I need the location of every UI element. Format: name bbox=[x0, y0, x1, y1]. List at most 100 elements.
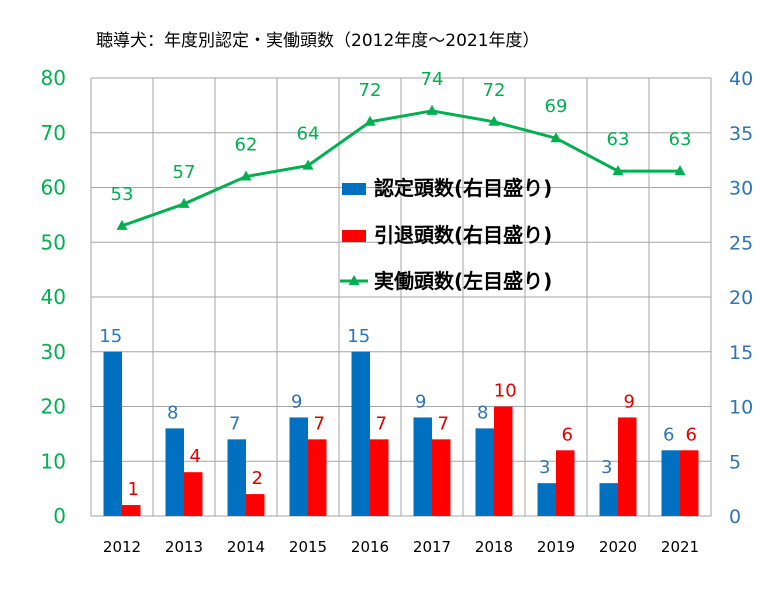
right-axis-tick: 5 bbox=[729, 451, 741, 473]
point-marker-active bbox=[674, 165, 686, 176]
data-label-certified: 3 bbox=[601, 457, 612, 478]
data-label-retired: 2 bbox=[252, 468, 263, 489]
point-marker-active bbox=[488, 115, 500, 126]
data-label-active: 53 bbox=[111, 184, 134, 205]
point-marker-active bbox=[550, 132, 562, 143]
right-axis-tick: 10 bbox=[729, 397, 753, 419]
legend-label-retired: 引退頭数(右目盛り) bbox=[374, 223, 552, 247]
bar-retired bbox=[122, 505, 141, 516]
legend-label-certified: 認定頭数(右目盛り) bbox=[374, 176, 552, 200]
data-label-active: 64 bbox=[297, 124, 320, 145]
bar-certified bbox=[537, 483, 556, 516]
right-axis-tick: 20 bbox=[729, 287, 753, 309]
data-label-retired: 7 bbox=[314, 413, 325, 434]
chart-title: 聴導犬：年度別認定・実働頭数（2012年度～2021年度） bbox=[96, 31, 540, 51]
point-marker-active bbox=[240, 170, 252, 181]
left-axis-tick: 50 bbox=[41, 230, 66, 254]
active-line bbox=[116, 104, 686, 230]
bar-certified bbox=[351, 351, 370, 516]
x-axis-tick: 2021 bbox=[661, 538, 699, 556]
data-label-retired: 7 bbox=[438, 413, 449, 434]
left-axis-tick: 0 bbox=[53, 504, 66, 528]
x-axis-tick: 2016 bbox=[351, 538, 389, 556]
data-label-certified: 7 bbox=[229, 413, 240, 434]
data-label-retired: 7 bbox=[376, 413, 387, 434]
bar-certified bbox=[661, 450, 680, 516]
data-label-active: 57 bbox=[173, 162, 196, 183]
data-label-retired: 4 bbox=[190, 446, 201, 467]
data-label-active: 72 bbox=[359, 80, 382, 101]
series-line-active bbox=[121, 109, 680, 228]
left-axis-tick: 80 bbox=[41, 66, 66, 90]
x-axis-tick: 2014 bbox=[227, 538, 265, 556]
data-label-retired: 1 bbox=[128, 479, 139, 500]
bar-certified bbox=[413, 417, 432, 516]
right-axis-tick: 15 bbox=[729, 342, 753, 364]
bar-retired bbox=[494, 406, 513, 516]
bar-retired bbox=[556, 450, 575, 516]
x-axis-tick: 2019 bbox=[537, 538, 575, 556]
x-axis-tick: 2018 bbox=[475, 538, 513, 556]
data-label-certified: 8 bbox=[477, 402, 488, 423]
data-label-active: 63 bbox=[607, 129, 630, 150]
data-label-certified: 9 bbox=[415, 391, 426, 412]
left-axis-tick: 20 bbox=[41, 395, 66, 419]
right-axis-tick: 0 bbox=[729, 506, 741, 528]
legend-marker-active bbox=[348, 275, 360, 285]
bar-certified bbox=[227, 439, 246, 516]
data-label-retired: 6 bbox=[562, 424, 573, 445]
bar-certified bbox=[475, 428, 494, 516]
bar-retired bbox=[680, 450, 699, 516]
point-marker-active bbox=[116, 219, 128, 230]
right-axis-tick: 35 bbox=[729, 123, 753, 145]
bar-retired bbox=[308, 439, 327, 516]
left-axis-tick: 10 bbox=[41, 449, 66, 473]
data-label-active: 62 bbox=[235, 135, 258, 156]
x-axis-tick: 2013 bbox=[165, 538, 203, 556]
axes: 0 10 20 30 40 50 60 70 80 0 5 10 15 20 25 30 35 40 2012 201… bbox=[41, 66, 754, 556]
data-label-retired: 10 bbox=[494, 381, 517, 402]
data-label-certified: 15 bbox=[347, 326, 370, 347]
data-label-certified: 6 bbox=[663, 424, 674, 445]
data-label-certified: 8 bbox=[167, 402, 178, 423]
bar-retired bbox=[618, 417, 637, 516]
gridlines bbox=[90, 77, 712, 517]
bar-certified bbox=[103, 351, 122, 516]
data-label-retired: 9 bbox=[624, 391, 635, 412]
bar-retired bbox=[432, 439, 451, 516]
point-marker-active bbox=[364, 115, 376, 126]
right-axis-tick: 30 bbox=[729, 178, 753, 200]
bar-retired bbox=[184, 472, 203, 516]
point-marker-active bbox=[426, 104, 438, 115]
right-axis-tick: 40 bbox=[729, 68, 753, 90]
data-label-certified: 15 bbox=[99, 326, 122, 347]
data-label-retired: 6 bbox=[686, 424, 697, 445]
bars bbox=[103, 351, 699, 516]
data-label-active: 69 bbox=[545, 96, 568, 117]
x-axis-tick: 2012 bbox=[103, 538, 141, 556]
data-label-certified: 3 bbox=[539, 457, 550, 478]
left-axis-tick: 70 bbox=[41, 121, 66, 145]
legend: 認定頭数(右目盛り) 引退頭数(右目盛り) 実働頭数(左目盛り) bbox=[340, 176, 552, 293]
point-marker-active bbox=[178, 197, 190, 208]
x-axis-tick: 2017 bbox=[413, 538, 451, 556]
bar-retired bbox=[370, 439, 389, 516]
bar-certified bbox=[165, 428, 184, 516]
x-axis-tick: 2020 bbox=[599, 538, 637, 556]
data-label-active: 63 bbox=[669, 129, 692, 150]
legend-swatch-retired bbox=[342, 230, 366, 242]
right-axis-tick: 25 bbox=[729, 232, 753, 254]
data-label-active: 72 bbox=[483, 80, 506, 101]
left-axis-tick: 40 bbox=[41, 285, 66, 309]
left-axis-tick: 30 bbox=[41, 340, 66, 364]
data-label-active: 74 bbox=[421, 69, 444, 90]
x-axis-tick: 2015 bbox=[289, 538, 327, 556]
legend-label-active: 実働頭数(左目盛り) bbox=[374, 269, 552, 293]
data-label-certified: 9 bbox=[291, 391, 302, 412]
left-axis-tick: 60 bbox=[41, 176, 66, 200]
point-marker-active bbox=[612, 165, 624, 176]
bar-certified bbox=[289, 417, 308, 516]
point-marker-active bbox=[302, 159, 314, 170]
